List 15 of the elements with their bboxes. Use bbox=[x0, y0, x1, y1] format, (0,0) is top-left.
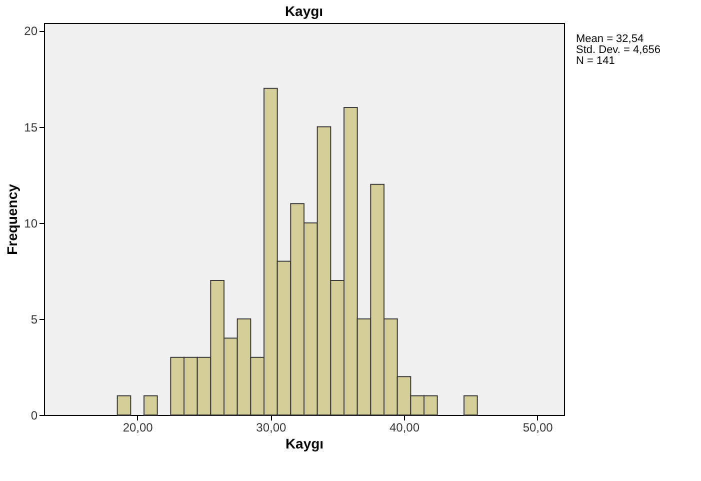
text: Mean = 32,54 bbox=[576, 33, 644, 45]
x-tick-label: 20,00 bbox=[122, 420, 154, 434]
y-axis-title: Frequency bbox=[4, 184, 20, 255]
y-tick-label: 15 bbox=[24, 120, 38, 134]
chart-title: Kaygı bbox=[284, 3, 324, 19]
y-tick-label: 20 bbox=[24, 24, 38, 38]
y-tick-label: 5 bbox=[30, 312, 38, 326]
x-axis-title: Kaygı bbox=[285, 436, 324, 452]
x-tick-label: 50,00 bbox=[522, 420, 554, 434]
text: N = 141 bbox=[576, 55, 615, 67]
x-tick-label: 30,00 bbox=[256, 420, 287, 434]
y-tick-label: 10 bbox=[24, 216, 38, 230]
y-tick-label: 0 bbox=[30, 408, 38, 422]
x-tick-label: 40,00 bbox=[389, 420, 420, 434]
text: Std. Dev. = 4,656 bbox=[576, 44, 660, 56]
